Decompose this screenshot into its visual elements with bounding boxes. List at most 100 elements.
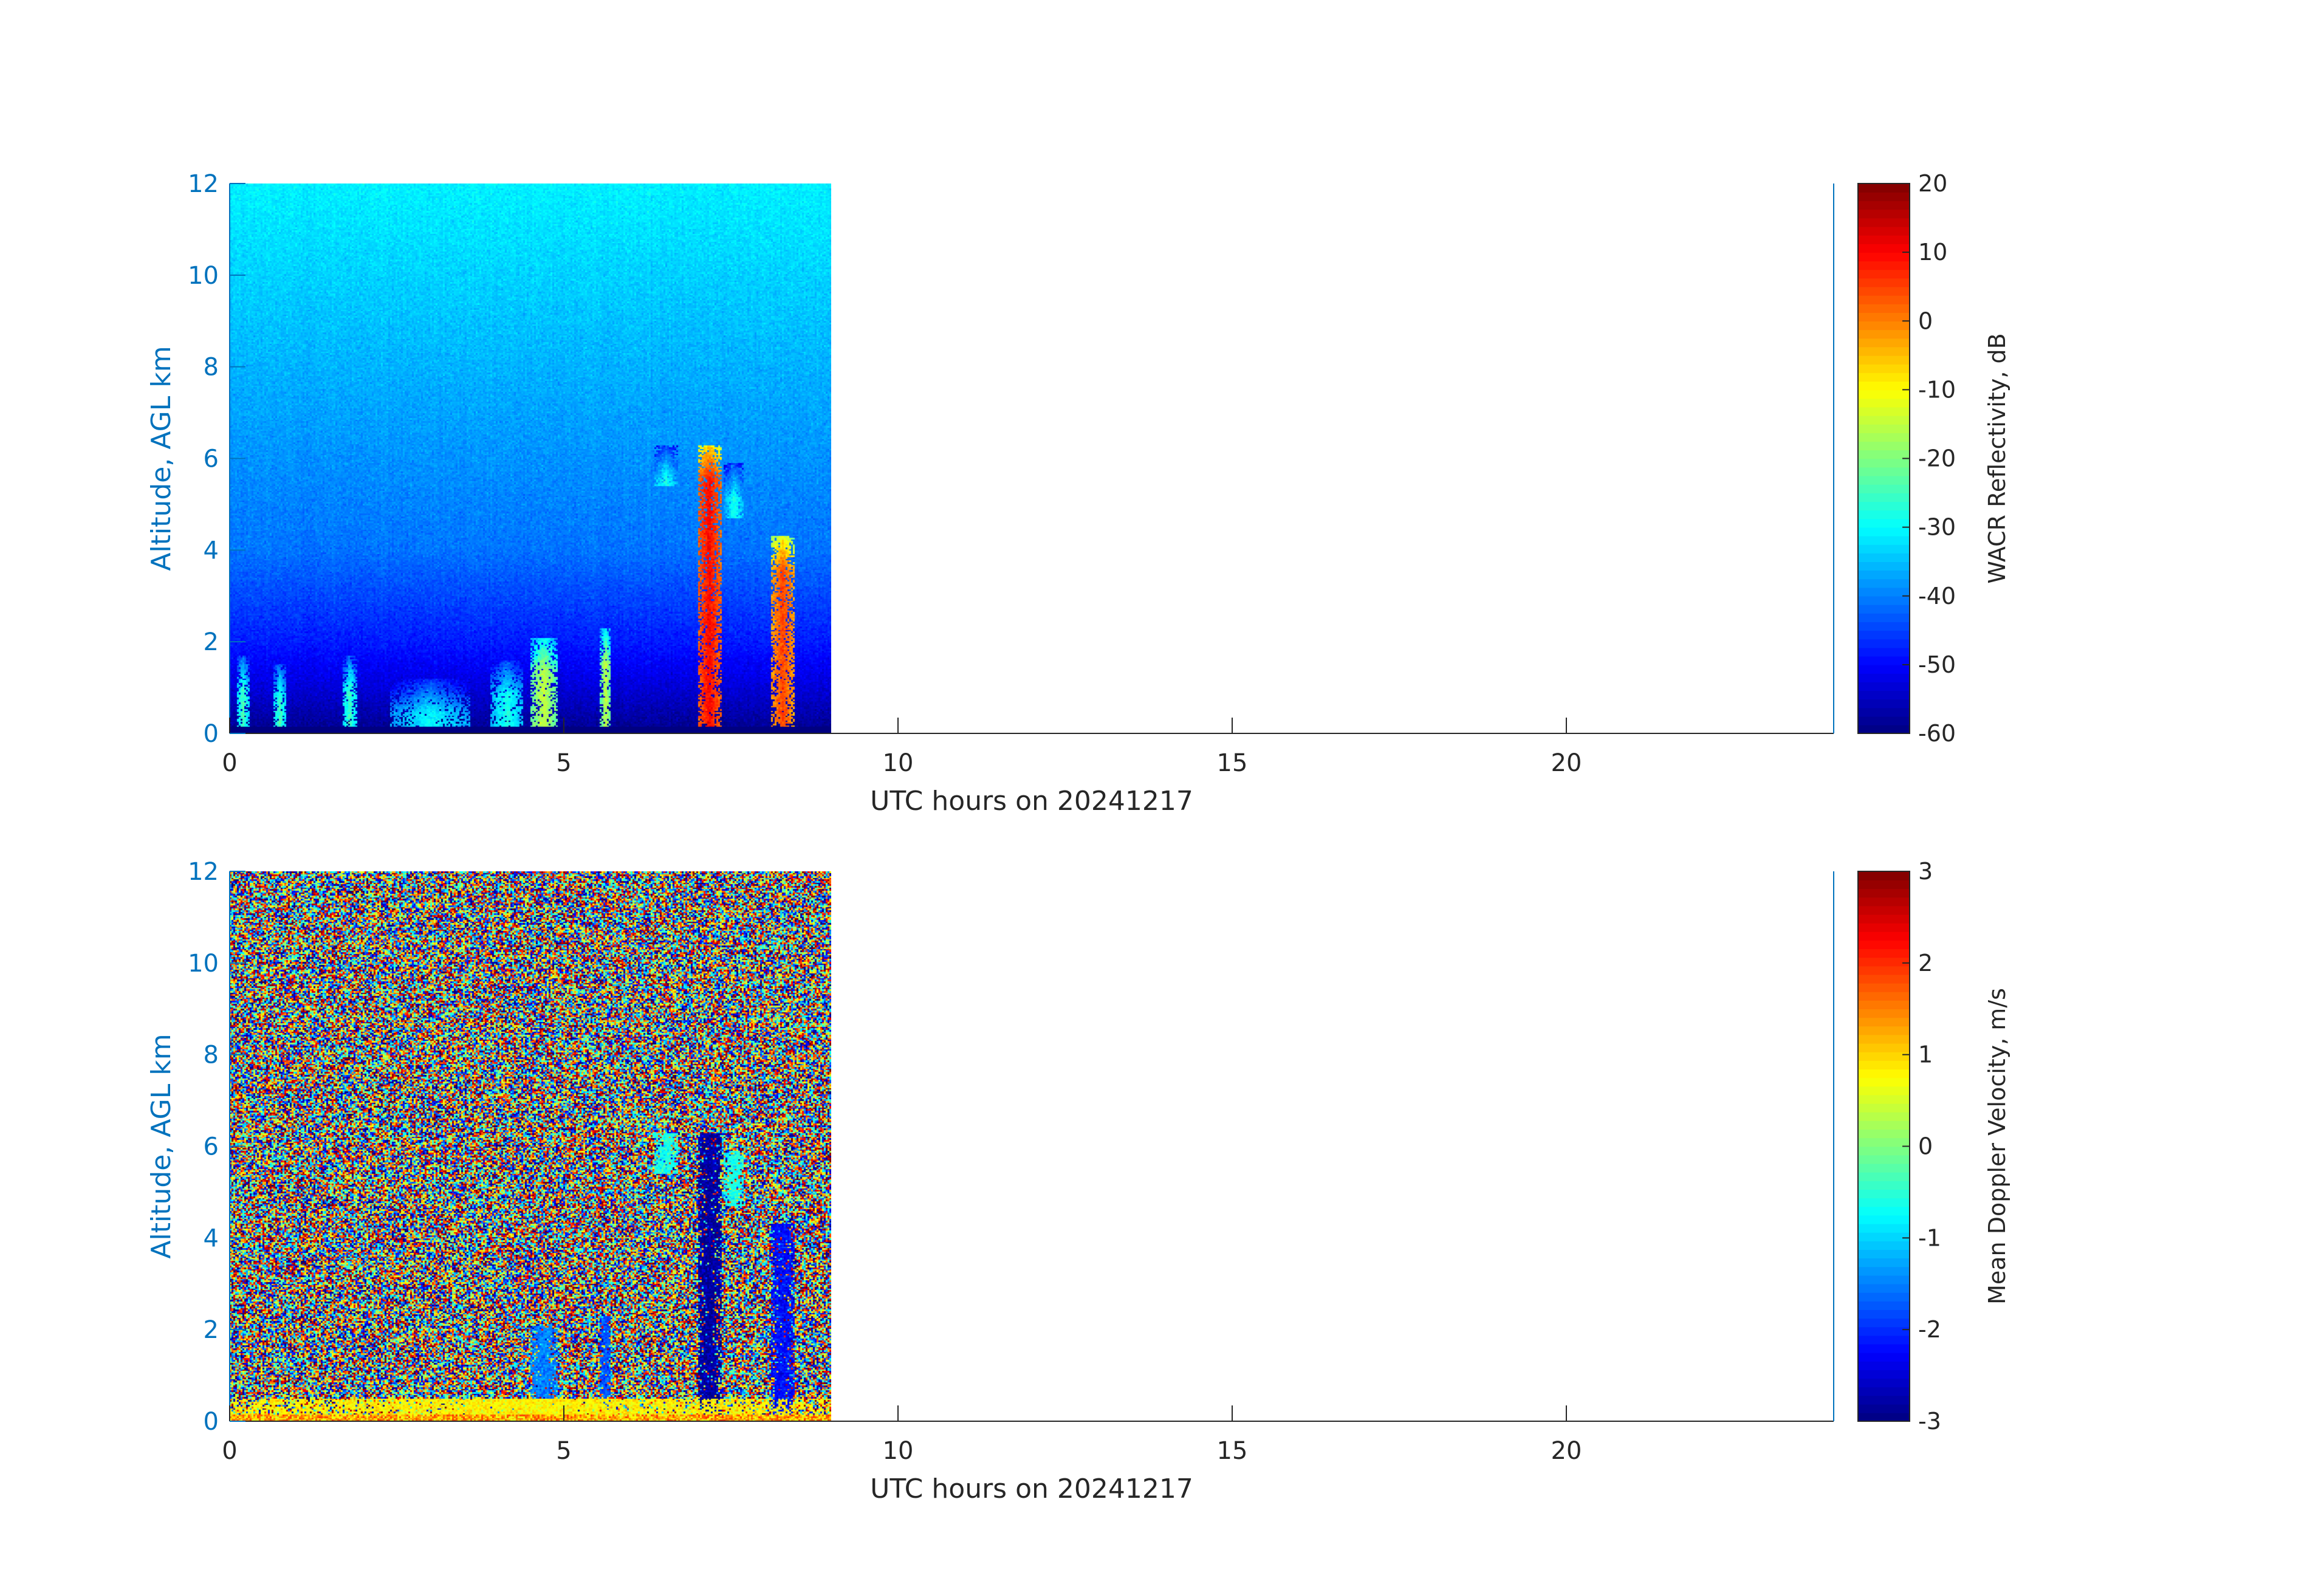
colorbar-swatch: [1858, 1146, 1910, 1156]
x-tick-label: 0: [222, 1437, 237, 1465]
colorbar-swatch: [1858, 1309, 1910, 1319]
colorbar-swatch: [1858, 389, 1910, 399]
colorbar-swatch: [1858, 381, 1910, 391]
colorbar-swatch: [1858, 914, 1910, 924]
x-axis-label: UTC hours on 20241217: [870, 1473, 1193, 1504]
colorbar-tick-label: -50: [1918, 651, 1956, 678]
colorbar-swatch: [1858, 510, 1910, 520]
x-tick-label: 15: [1217, 749, 1248, 777]
colorbar-swatch: [1858, 321, 1910, 331]
y-tick-label: 8: [204, 1041, 219, 1069]
colorbar-swatch: [1858, 1412, 1910, 1422]
colorbar-swatch: [1858, 974, 1910, 984]
x-axis-label: UTC hours on 20241217: [870, 786, 1193, 817]
colorbar-swatch: [1858, 1189, 1910, 1199]
colorbar-label: Mean Doppler Velocity, m/s: [1984, 988, 2010, 1305]
colorbar-swatch: [1858, 450, 1910, 459]
colorbar-tick-label: 20: [1918, 170, 1947, 197]
colorbar-swatch: [1858, 966, 1910, 975]
colorbar-swatch: [1858, 312, 1910, 322]
colorbar-swatch: [1858, 948, 1910, 958]
colorbar-swatch: [1858, 458, 1910, 468]
y-tick-label: 10: [188, 950, 219, 978]
colorbar-swatch: [1858, 1352, 1910, 1362]
y-tick-label: 4: [204, 1224, 219, 1252]
colorbar-swatch: [1858, 433, 1910, 442]
y-tick-label: 10: [188, 262, 219, 290]
colorbar-swatch: [1858, 699, 1910, 708]
colorbar-swatch: [1858, 493, 1910, 503]
x-tick-label: 20: [1551, 1437, 1582, 1465]
y-tick-label: 12: [188, 170, 219, 198]
colorbar-swatch: [1858, 1120, 1910, 1130]
colorbar-swatch: [1858, 261, 1910, 270]
colorbar-swatch: [1858, 613, 1910, 622]
colorbar-swatch: [1858, 218, 1910, 227]
colorbar-swatch: [1858, 286, 1910, 296]
colorbar-swatch: [1858, 295, 1910, 304]
colorbar-swatch: [1858, 1266, 1910, 1276]
colorbar-swatch: [1858, 1395, 1910, 1405]
colorbar-swatch: [1858, 991, 1910, 1001]
colorbar-swatch: [1858, 1017, 1910, 1027]
colorbar-swatch: [1858, 406, 1910, 416]
colorbar-swatch: [1858, 1378, 1910, 1388]
colorbar-swatch: [1858, 475, 1910, 485]
colorbar-swatch: [1858, 1086, 1910, 1096]
colorbar-swatch: [1858, 226, 1910, 236]
colorbar-swatch: [1858, 303, 1910, 313]
colorbar-tick-label: -60: [1918, 720, 1956, 747]
colorbar-tick-label: -20: [1918, 445, 1956, 472]
colorbar-label: WACR Reflectivity, dB: [1984, 333, 2010, 583]
y-tick-label: 2: [204, 628, 219, 656]
colorbar-swatch: [1858, 682, 1910, 691]
colorbar-swatch: [1858, 1206, 1910, 1216]
colorbar-tick-label: 2: [1918, 950, 1933, 976]
heatmap-image-1: [230, 184, 831, 733]
colorbar-swatch: [1858, 1077, 1910, 1087]
colorbar-swatch: [1858, 201, 1910, 210]
heatmap-image-2: [230, 871, 831, 1421]
x-tick-label: 10: [883, 749, 914, 777]
colorbar-swatch: [1858, 338, 1910, 348]
colorbar-swatch: [1858, 1223, 1910, 1233]
colorbar-swatch: [1858, 716, 1910, 725]
colorbar-swatch: [1858, 1129, 1910, 1139]
colorbar-swatch: [1858, 278, 1910, 287]
colorbar-swatch: [1858, 888, 1910, 898]
colorbar-swatch: [1858, 957, 1910, 967]
colorbar-swatch: [1858, 570, 1910, 580]
colorbar-swatch: [1858, 527, 1910, 537]
y-tick-label: 6: [204, 445, 219, 473]
colorbar-swatch: [1858, 1343, 1910, 1353]
colorbar-swatch: [1858, 1258, 1910, 1267]
colorbar-swatch: [1858, 441, 1910, 451]
colorbar-swatch: [1858, 1326, 1910, 1336]
colorbar-swatch: [1858, 1137, 1910, 1147]
colorbar-swatch: [1858, 1163, 1910, 1173]
colorbar-swatch: [1858, 1060, 1910, 1070]
colorbar-swatch: [1858, 622, 1910, 631]
colorbar-swatch: [1858, 1051, 1910, 1061]
colorbar-swatch: [1858, 1043, 1910, 1052]
y-tick-label: 2: [204, 1316, 219, 1344]
colorbar-swatch: [1858, 1026, 1910, 1035]
y-tick-label: 0: [204, 1408, 219, 1436]
colorbar-swatch: [1858, 553, 1910, 562]
colorbar-swatch: [1858, 1361, 1910, 1370]
colorbar-swatch: [1858, 880, 1910, 890]
colorbar-swatch: [1858, 1111, 1910, 1121]
x-tick-label: 5: [556, 749, 571, 777]
colorbar-swatch: [1858, 1335, 1910, 1345]
colorbar-swatch: [1858, 940, 1910, 950]
y-tick-label: 4: [204, 537, 219, 564]
colorbar-swatch: [1858, 561, 1910, 571]
colorbar-swatch: [1858, 1154, 1910, 1164]
colorbar-tick-label: 1: [1918, 1041, 1933, 1068]
colorbar-swatch: [1858, 983, 1910, 992]
colorbar-swatch: [1858, 243, 1910, 253]
colorbar-swatch: [1858, 922, 1910, 932]
colorbar-swatch: [1858, 269, 1910, 279]
colorbar-tick-label: -3: [1918, 1408, 1941, 1435]
